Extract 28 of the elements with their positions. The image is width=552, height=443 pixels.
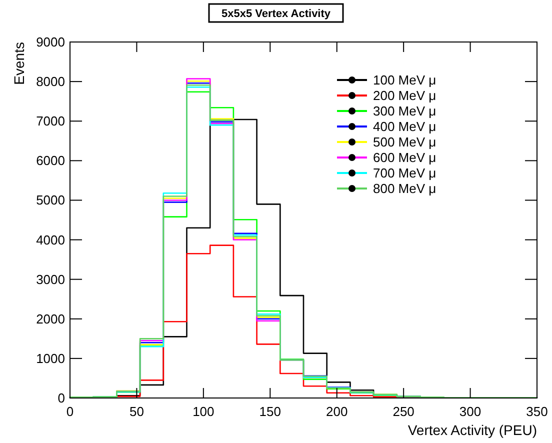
x-tick-label: 350 xyxy=(526,404,548,419)
legend-label: 200 MeV μ xyxy=(373,88,436,103)
legend-label: 800 MeV μ xyxy=(373,181,436,196)
legend-label: 500 MeV μ xyxy=(373,134,436,150)
y-tick-label: 6000 xyxy=(36,153,65,168)
y-tick-label: 0 xyxy=(58,390,65,406)
y-tick-label: 5000 xyxy=(36,192,65,208)
x-tick-label: 100 xyxy=(192,404,214,419)
legend-label: 600 MeV μ xyxy=(373,150,436,165)
y-tick-label: 7000 xyxy=(36,114,65,129)
y-tick-label: 8000 xyxy=(36,74,65,90)
x-axis-title: Vertex Activity (PEU) xyxy=(408,422,537,438)
y-tick-label: 4000 xyxy=(36,232,65,248)
y-tick-label: 9000 xyxy=(36,34,65,50)
legend-label: 400 MeV μ xyxy=(373,119,436,134)
x-tick-label: 250 xyxy=(392,404,414,419)
legend-label: 700 MeV μ xyxy=(373,166,436,180)
y-tick-label: 1000 xyxy=(36,350,65,366)
legend-label: 100 MeV μ xyxy=(373,72,436,88)
y-axis-title: Events xyxy=(11,42,27,85)
x-tick-label: 50 xyxy=(129,404,144,419)
x-tick-label: 200 xyxy=(326,404,348,419)
legend-label: 300 MeV μ xyxy=(373,104,436,118)
chart-title: 5x5x5 Vertex Activity xyxy=(221,8,332,20)
y-tick-label: 2000 xyxy=(36,311,65,326)
x-tick-label: 300 xyxy=(459,404,482,419)
y-tick-label: 3000 xyxy=(36,272,65,287)
x-tick-label: 150 xyxy=(259,404,281,419)
